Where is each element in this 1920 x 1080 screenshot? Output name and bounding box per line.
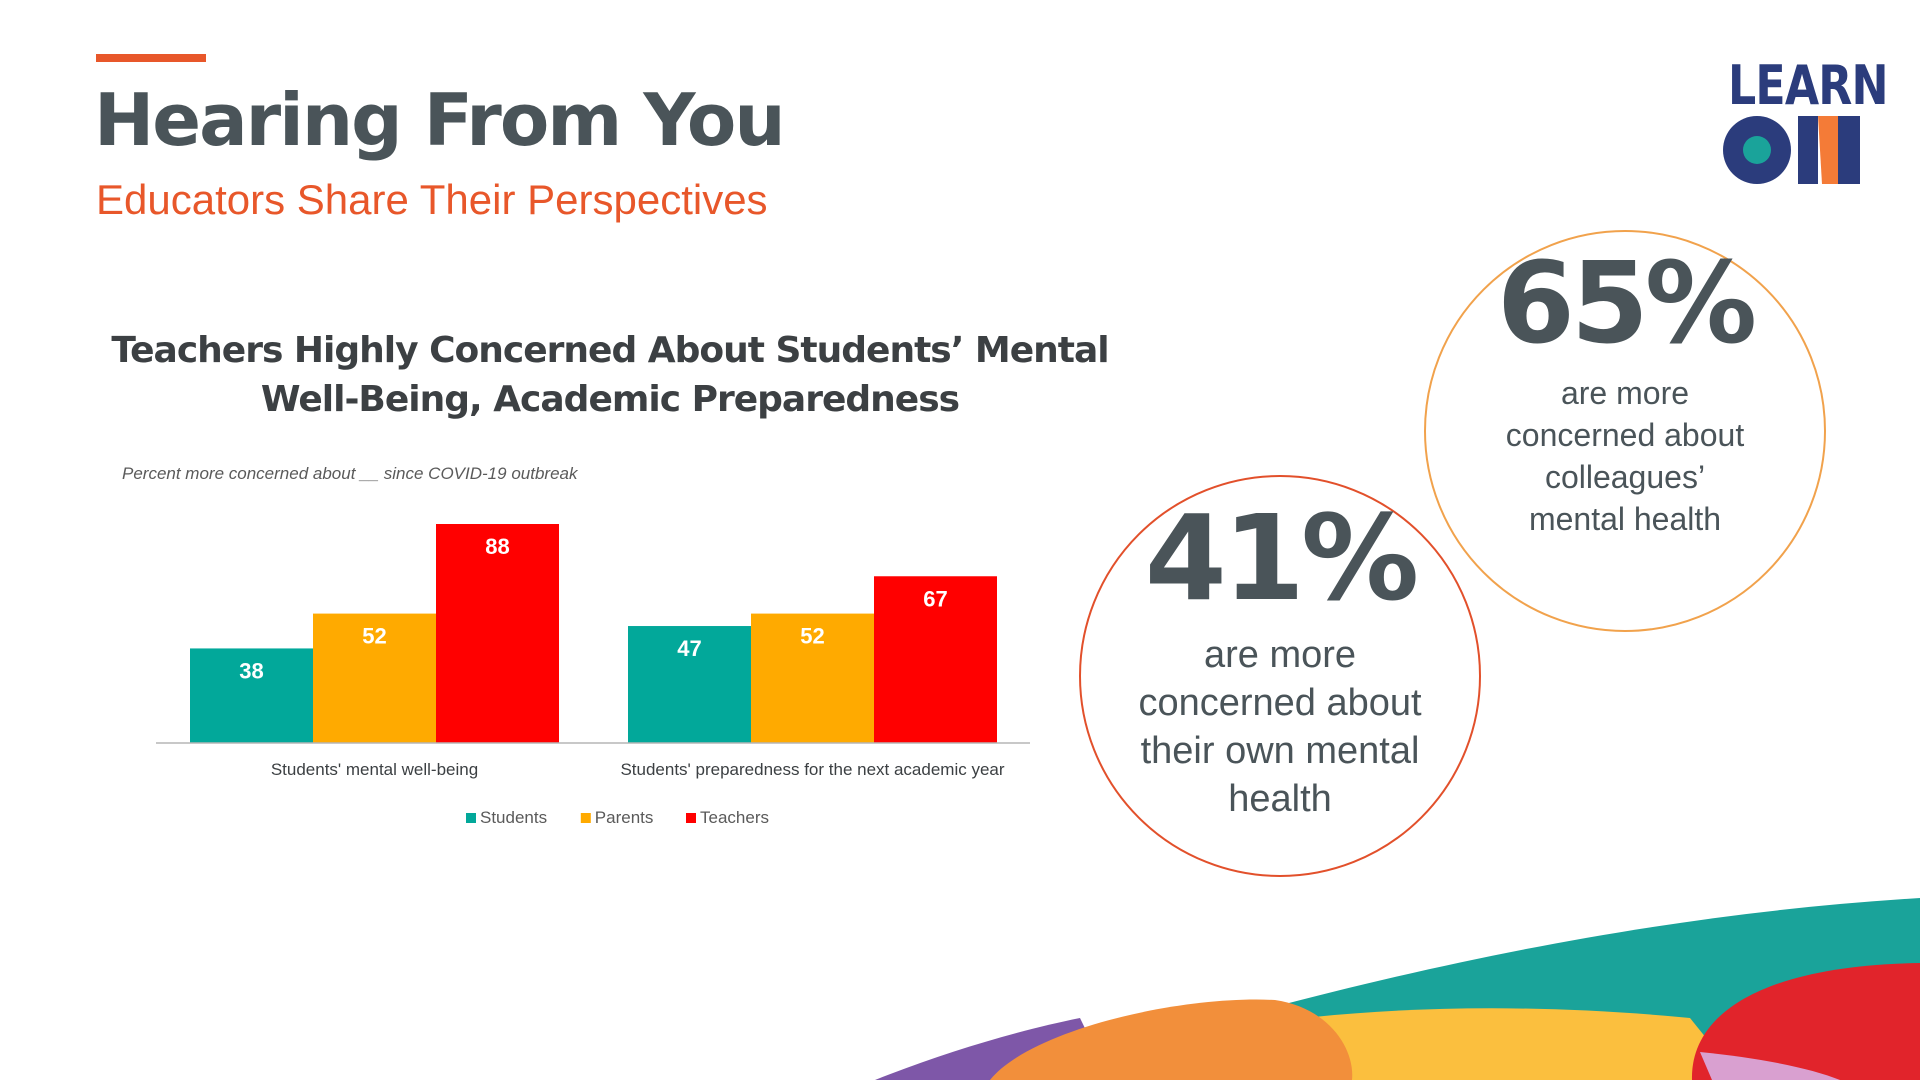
category-label-1: Students' preparedness for the next acad… [620,760,1004,779]
bar-students-1 [628,626,751,743]
bar-students-0 [190,648,313,743]
legend-label-teachers: Teachers [700,808,769,827]
data-label-students-0: 38 [239,658,263,683]
page-title: Hearing From You [94,78,786,162]
stat-circle-colleagues: 65% are more concerned about colleagues’… [1424,230,1826,632]
bar-parents-1 [751,613,874,743]
data-label-students-1: 47 [677,636,701,661]
stat-value-colleagues: 65% [1496,239,1757,369]
stat-circle-own: 41% are more concerned about their own m… [1079,475,1481,877]
logo-n-diagonal [1818,116,1842,184]
logo-mark [1723,116,1860,184]
bar-teachers-0 [436,524,559,743]
stat-text-colleagues: are more concerned about colleagues’ men… [1505,375,1745,537]
data-label-parents-0: 52 [362,624,386,649]
stat-text-own: are more concerned about their own menta… [1138,634,1422,820]
logo-word: LEARN [1728,54,1889,117]
logo-n-right [1838,116,1860,184]
data-label-teachers-1: 67 [923,586,947,611]
category-label-0: Students' mental well-being [271,760,478,779]
chart-title: Teachers Highly Concerned About Students… [111,330,1109,420]
legend-label-students: Students [480,808,547,827]
legend-swatch-teachers [686,813,696,823]
legend-label-parents: Parents [595,808,654,827]
learnon-logo: LEARN [1722,56,1889,186]
accent-bar [96,54,206,62]
data-label-parents-1: 52 [800,624,824,649]
bar-parents-0 [313,613,436,743]
bar-teachers-1 [874,576,997,743]
page-subtitle: Educators Share Their Perspectives [96,176,768,223]
chart-note: Percent more concerned about __ since CO… [122,464,578,483]
wave-pink [1700,1052,1840,1080]
stat-value-own: 41% [1144,489,1419,627]
legend-swatch-parents [580,813,591,823]
logo-n-left [1798,116,1818,184]
data-label-teachers-0: 88 [485,534,509,559]
legend-swatch-students [466,813,476,823]
logo-o-dot [1743,136,1771,164]
wave-orange [990,999,1353,1080]
wave-red [1691,963,1920,1080]
